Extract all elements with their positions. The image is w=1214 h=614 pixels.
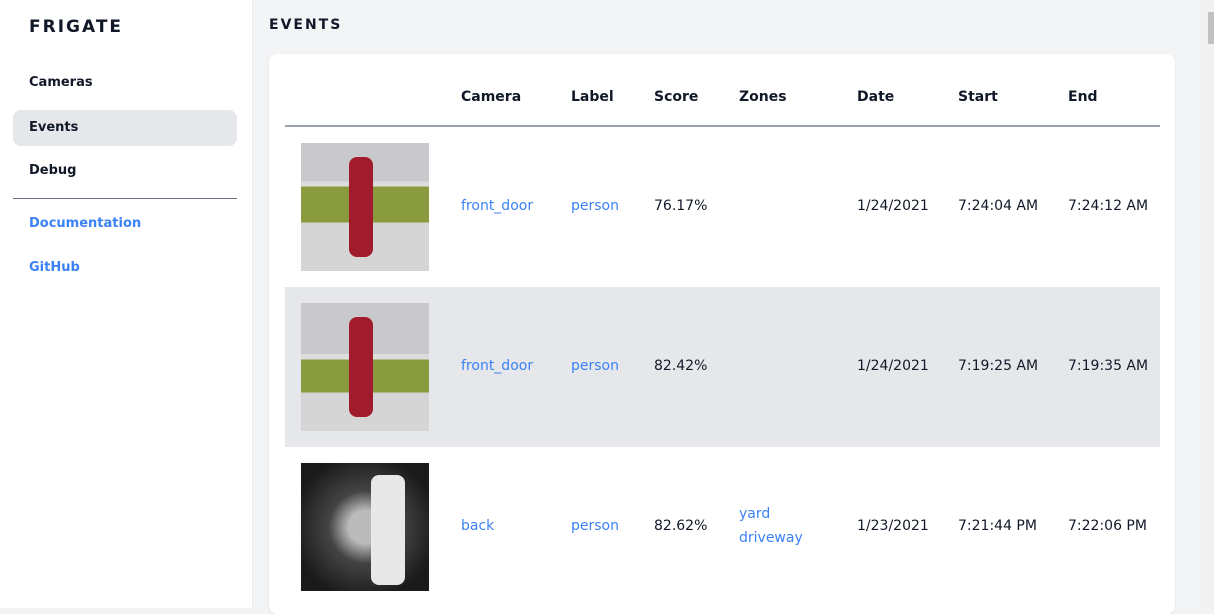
zone-link[interactable]: driveway bbox=[739, 530, 803, 546]
event-thumbnail[interactable] bbox=[301, 143, 429, 271]
score-value: 82.42% bbox=[654, 358, 708, 374]
sidebar-link-documentation[interactable]: Documentation bbox=[29, 216, 142, 231]
column-header-camera: Camera bbox=[461, 89, 522, 105]
thumbnail-person-figure bbox=[349, 317, 373, 417]
table-row[interactable]: front_door person 82.42% 1/24/2021 7:19:… bbox=[285, 287, 1160, 447]
start-time: 7:19:25 AM bbox=[958, 358, 1039, 374]
end-time: 7:19:35 AM bbox=[1068, 358, 1149, 374]
column-header-date: Date bbox=[857, 89, 895, 105]
column-header-end: End bbox=[1068, 89, 1098, 105]
camera-link[interactable]: back bbox=[461, 518, 495, 534]
sidebar-item-debug[interactable]: Debug bbox=[29, 163, 77, 178]
sidebar: FRIGATE Cameras Events Debug Documentati… bbox=[0, 0, 253, 608]
sidebar-item-events[interactable]: Events bbox=[13, 110, 237, 146]
column-header-zones: Zones bbox=[739, 89, 787, 105]
zone-link[interactable]: yard bbox=[739, 506, 771, 522]
app-logo[interactable]: FRIGATE bbox=[29, 17, 124, 37]
thumbnail-person-figure bbox=[349, 157, 373, 257]
date-value: 1/23/2021 bbox=[857, 518, 929, 534]
event-thumbnail[interactable] bbox=[301, 463, 429, 591]
scrollbar[interactable] bbox=[1200, 0, 1214, 608]
events-table: Camera Label Score Zones Date Start End … bbox=[285, 54, 1160, 607]
start-time: 7:21:44 PM bbox=[958, 518, 1037, 534]
sidebar-link-github[interactable]: GitHub bbox=[29, 260, 80, 275]
column-header-start: Start bbox=[958, 89, 998, 105]
thumbnail-person-figure bbox=[371, 475, 405, 585]
scrollbar-thumb[interactable] bbox=[1208, 12, 1214, 44]
score-value: 76.17% bbox=[654, 198, 708, 214]
column-header-score: Score bbox=[654, 89, 699, 105]
label-link[interactable]: person bbox=[571, 518, 619, 534]
label-link[interactable]: person bbox=[571, 358, 619, 374]
table-row[interactable]: front_door person 76.17% 1/24/2021 7:24:… bbox=[285, 127, 1160, 287]
table-row[interactable]: back person 82.62% yard driveway 1/23/20… bbox=[285, 447, 1160, 607]
start-time: 7:24:04 AM bbox=[958, 198, 1039, 214]
sidebar-item-cameras[interactable]: Cameras bbox=[29, 75, 93, 90]
camera-link[interactable]: front_door bbox=[461, 358, 534, 374]
label-link[interactable]: person bbox=[571, 198, 619, 214]
event-thumbnail[interactable] bbox=[301, 303, 429, 431]
date-value: 1/24/2021 bbox=[857, 358, 929, 374]
date-value: 1/24/2021 bbox=[857, 198, 929, 214]
column-header-label: Label bbox=[571, 89, 614, 105]
end-time: 7:22:06 PM bbox=[1068, 518, 1147, 534]
end-time: 7:24:12 AM bbox=[1068, 198, 1149, 214]
page-title: EVENTS bbox=[269, 17, 343, 33]
sidebar-divider bbox=[13, 198, 237, 199]
camera-link[interactable]: front_door bbox=[461, 198, 534, 214]
table-header: Camera Label Score Zones Date Start End bbox=[285, 54, 1160, 127]
score-value: 82.62% bbox=[654, 518, 708, 534]
events-card: Camera Label Score Zones Date Start End … bbox=[269, 54, 1175, 614]
